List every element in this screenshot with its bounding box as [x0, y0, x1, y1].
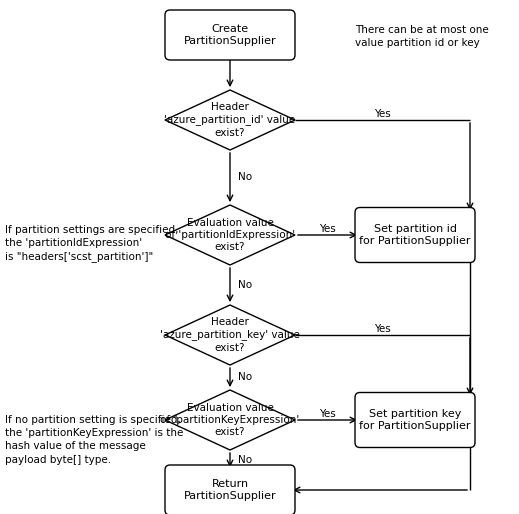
Polygon shape — [165, 390, 295, 450]
Text: Yes: Yes — [374, 324, 390, 334]
Polygon shape — [165, 305, 295, 365]
Text: No: No — [238, 373, 252, 382]
Text: Yes: Yes — [319, 224, 335, 234]
Polygon shape — [165, 90, 295, 150]
Text: There can be at most one
value partition id or key: There can be at most one value partition… — [355, 25, 489, 48]
Text: If no partition setting is specified,
the 'partitionKeyExpression' is the
hash v: If no partition setting is specified, th… — [5, 415, 183, 465]
Text: Yes: Yes — [319, 409, 335, 419]
Text: No: No — [238, 455, 252, 465]
Text: Evaluation value
of 'partitionIdExpression'
exist?: Evaluation value of 'partitionIdExpressi… — [165, 217, 295, 252]
Text: Set partition key
for PartitionSupplier: Set partition key for PartitionSupplier — [359, 409, 471, 431]
Text: No: No — [238, 280, 252, 290]
Text: Header
'azure_partition_key' value
exist?: Header 'azure_partition_key' value exist… — [160, 317, 300, 353]
Text: Header
'azure_partition_id' value
exist?: Header 'azure_partition_id' value exist? — [165, 102, 296, 138]
Text: Create
PartitionSupplier: Create PartitionSupplier — [184, 24, 276, 46]
FancyBboxPatch shape — [165, 465, 295, 514]
FancyBboxPatch shape — [355, 393, 475, 448]
Text: Evaluation value
of 'partitionKeyExpression'
exist?: Evaluation value of 'partitionKeyExpress… — [160, 402, 299, 437]
Text: Return
PartitionSupplier: Return PartitionSupplier — [184, 479, 276, 501]
Text: Yes: Yes — [374, 109, 390, 119]
Text: If partition settings are specified,
the 'partitionIdExpression'
is "headers['sc: If partition settings are specified, the… — [5, 225, 179, 262]
Text: Set partition id
for PartitionSupplier: Set partition id for PartitionSupplier — [359, 224, 471, 246]
FancyBboxPatch shape — [165, 10, 295, 60]
Text: No: No — [238, 173, 252, 182]
Polygon shape — [165, 205, 295, 265]
FancyBboxPatch shape — [355, 208, 475, 263]
